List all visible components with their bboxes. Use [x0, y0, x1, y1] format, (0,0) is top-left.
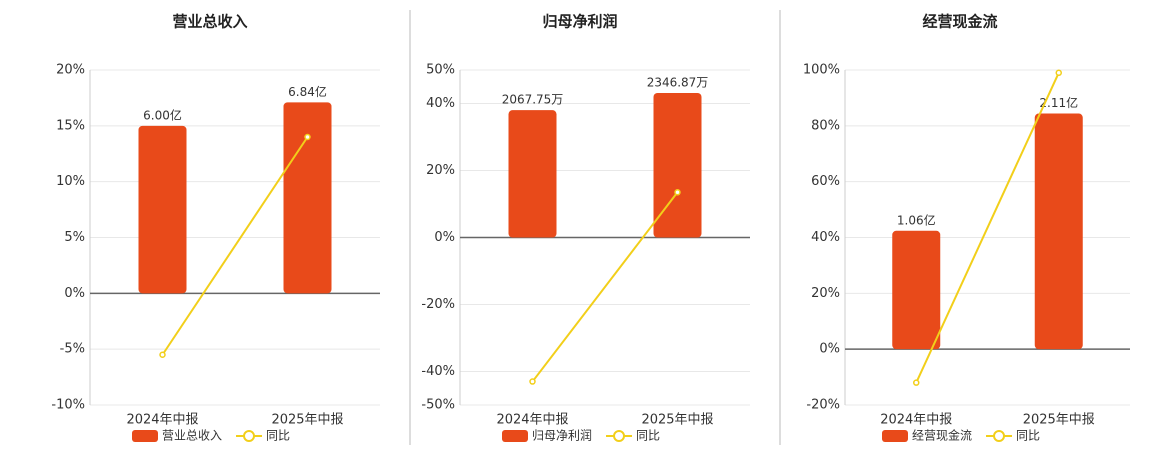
y-tick-label: -20% — [806, 398, 840, 413]
line — [915, 72, 1060, 384]
y-tick-label: 10% — [56, 174, 85, 189]
y-tick-label: 40% — [426, 96, 455, 111]
value-label: 6.00亿 — [143, 107, 182, 122]
y-tick-label: 40% — [811, 230, 840, 245]
legend-swatch — [132, 430, 158, 442]
marker — [913, 379, 920, 386]
bar — [508, 110, 557, 238]
y-tick-label: -40% — [421, 364, 455, 379]
legend-swatch — [502, 430, 528, 442]
marker — [304, 133, 311, 141]
y-tick-label: -50% — [421, 398, 455, 413]
y-tick-label: -10% — [51, 398, 85, 413]
y-tick-label: 0% — [64, 286, 85, 301]
chart-title: 营业总收入 — [172, 13, 247, 31]
value-label: 1.06亿 — [897, 212, 936, 227]
marker — [674, 189, 681, 196]
x-tick-label: 2024年中报 — [496, 413, 568, 428]
x-tick-label: 2024年中报 — [880, 413, 952, 428]
line — [161, 136, 309, 356]
marker — [529, 378, 536, 385]
y-tick-label: 15% — [56, 118, 85, 133]
y-tick-label: 20% — [811, 286, 840, 301]
bar — [283, 102, 332, 294]
y-tick-label: 5% — [64, 230, 85, 245]
y-tick-label: 0% — [434, 230, 455, 245]
legend-swatch — [243, 430, 256, 442]
y-tick-label: 50% — [426, 63, 455, 78]
legend-swatch — [613, 430, 626, 442]
y-tick-label: 0% — [819, 342, 840, 357]
line — [531, 191, 679, 383]
y-tick-label: 20% — [56, 63, 85, 78]
chart-title: 归母净利润 — [542, 13, 617, 31]
legend-label: 同比 — [636, 429, 660, 443]
value-label: 2.11亿 — [1039, 95, 1078, 110]
marker — [1055, 69, 1062, 77]
marker — [159, 351, 166, 358]
value-label: 6.84亿 — [288, 84, 327, 99]
y-tick-label: -20% — [421, 297, 455, 312]
x-tick-label: 2025年中报 — [1023, 413, 1095, 428]
y-tick-label: -5% — [60, 342, 85, 357]
legend-label: 归母净利润 — [532, 429, 592, 443]
legend-label: 同比 — [1016, 429, 1040, 443]
bar — [138, 125, 187, 294]
value-label: 2346.87万 — [647, 75, 709, 89]
bar — [653, 92, 702, 238]
legend-swatch — [993, 430, 1006, 442]
x-tick-label: 2024年中报 — [126, 413, 198, 428]
y-tick-label: 60% — [811, 174, 840, 189]
chart-title: 经营现金流 — [922, 13, 997, 31]
y-tick-label: 100% — [803, 63, 840, 78]
legend-label: 营业总收入 — [162, 429, 222, 443]
bar — [1034, 113, 1083, 350]
x-tick-label: 2025年中报 — [641, 413, 713, 428]
x-tick-label: 2025年中报 — [271, 413, 343, 428]
bar — [892, 230, 941, 350]
y-tick-label: 20% — [426, 163, 455, 178]
legend-swatch — [882, 430, 908, 442]
y-tick-label: 80% — [811, 118, 840, 133]
legend-label: 经营现金流 — [912, 428, 972, 443]
value-label: 2067.75万 — [502, 93, 564, 107]
legend-label: 同比 — [266, 429, 290, 443]
